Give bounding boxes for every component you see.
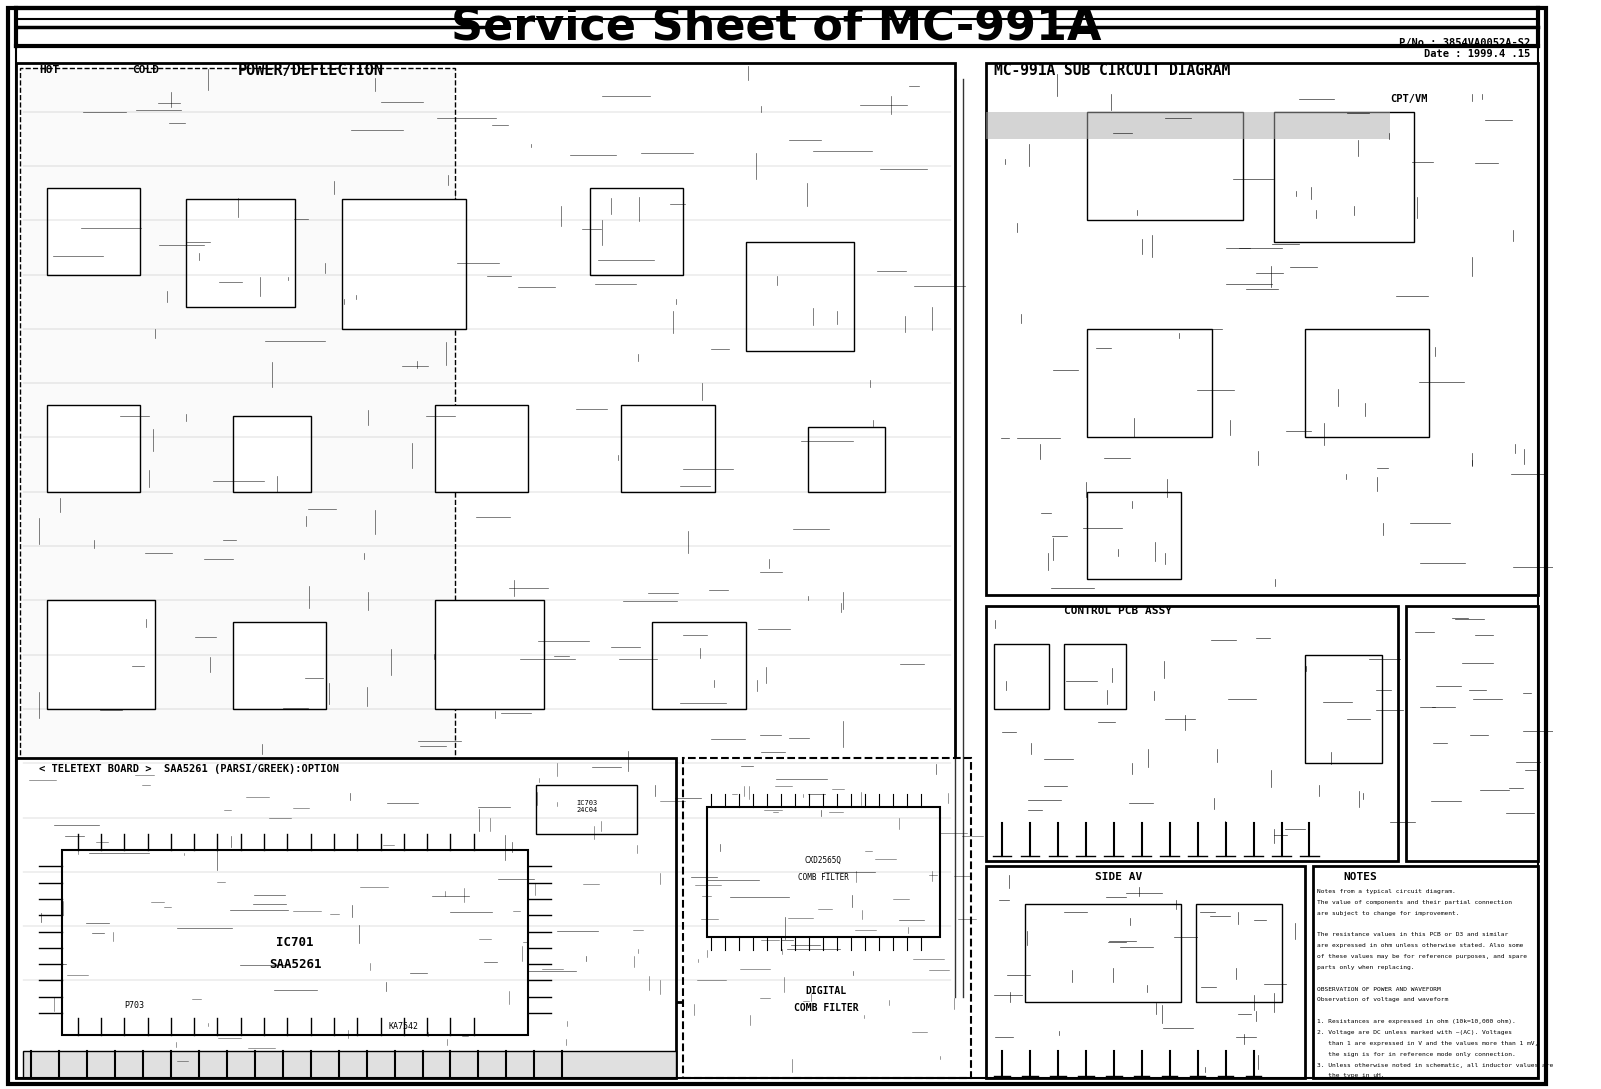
Bar	[809, 427, 885, 492]
Bar	[234, 416, 311, 492]
Bar	[591, 187, 684, 274]
Text: SIDE AV: SIDE AV	[1095, 872, 1142, 882]
Text: than 1 are expressed in V and the values more than 1 mV,: than 1 are expressed in V and the values…	[1318, 1041, 1539, 1045]
Text: SAA5261: SAA5261	[269, 957, 322, 970]
Bar	[986, 867, 1305, 1078]
Bar	[1313, 867, 1539, 1078]
Text: P/No : 3854VA0052A-S2: P/No : 3854VA0052A-S2	[1399, 38, 1531, 48]
Bar	[1087, 329, 1212, 438]
Bar	[746, 242, 855, 351]
Bar	[62, 851, 528, 1035]
Bar	[24, 1051, 676, 1078]
Bar	[1274, 112, 1414, 242]
Bar	[1196, 904, 1281, 1002]
Bar	[21, 69, 455, 996]
Bar	[16, 63, 956, 1002]
Text: IC703
24C04: IC703 24C04	[576, 800, 597, 813]
Text: of these values may be for reference purposes, and spare: of these values may be for reference pur…	[1318, 954, 1527, 959]
Text: DIGITAL: DIGITAL	[805, 987, 847, 996]
Bar	[46, 840, 139, 926]
Bar	[234, 818, 357, 926]
Bar	[1065, 644, 1126, 709]
Text: OBSERVATION OF POWER AND WAVEFORM: OBSERVATION OF POWER AND WAVEFORM	[1318, 987, 1441, 992]
Bar	[435, 600, 544, 709]
Bar	[684, 758, 970, 1078]
Bar	[621, 405, 714, 492]
Bar	[46, 405, 139, 492]
Text: COMB FILTER: COMB FILTER	[794, 1003, 858, 1013]
Bar	[1406, 605, 1539, 861]
Bar	[986, 63, 1539, 595]
Text: IC701: IC701	[277, 935, 314, 949]
Bar	[652, 622, 746, 709]
Bar	[986, 112, 1390, 138]
Text: CXD2565Q: CXD2565Q	[805, 856, 842, 866]
Bar	[46, 187, 139, 274]
Text: are expressed in ohm unless otherwise stated. Also some: are expressed in ohm unless otherwise st…	[1318, 943, 1524, 949]
Bar	[186, 198, 295, 307]
Text: The value of components and their partial connection: The value of components and their partia…	[1318, 900, 1513, 905]
Text: Notes from a typical circuit diagram.: Notes from a typical circuit diagram.	[1318, 889, 1455, 894]
Bar	[1305, 329, 1430, 438]
Text: MC-991A SUB CIRCUIT DIAGRAM: MC-991A SUB CIRCUIT DIAGRAM	[994, 63, 1231, 78]
Bar	[435, 405, 528, 492]
Text: < TELETEXT BOARD >  SAA5261 (PARSI/GREEK):OPTION: < TELETEXT BOARD > SAA5261 (PARSI/GREEK)…	[38, 763, 339, 773]
Text: Observation of voltage and waveform: Observation of voltage and waveform	[1318, 998, 1449, 1003]
Bar	[46, 600, 155, 709]
Text: 2. Voltage are DC unless marked with ~(AC). Voltages: 2. Voltage are DC unless marked with ~(A…	[1318, 1030, 1513, 1035]
Bar	[1087, 112, 1242, 220]
Bar	[994, 644, 1049, 709]
Text: Service Sheet of MC-991A: Service Sheet of MC-991A	[451, 5, 1101, 48]
Text: the sign is for in reference mode only connection.: the sign is for in reference mode only c…	[1318, 1052, 1516, 1056]
Text: 1. Resistances are expressed in ohm (10k=10,000 ohm).: 1. Resistances are expressed in ohm (10k…	[1318, 1019, 1516, 1024]
Text: the type in uH.: the type in uH.	[1318, 1074, 1385, 1078]
Text: COMB FILTER: COMB FILTER	[797, 872, 849, 882]
Bar	[234, 622, 327, 709]
Bar	[986, 605, 1398, 861]
Text: 3. Unless otherwise noted in schematic, all inductor values are: 3. Unless otherwise noted in schematic, …	[1318, 1063, 1553, 1067]
Bar	[706, 807, 940, 937]
Bar	[700, 829, 809, 926]
Text: The resistance values in this PCB or D3 and similar: The resistance values in this PCB or D3 …	[1318, 932, 1508, 938]
Bar	[1305, 654, 1383, 763]
Text: POWER/DEFLECTION: POWER/DEFLECTION	[237, 63, 384, 78]
Text: COLD: COLD	[131, 65, 158, 75]
Text: parts only when replacing.: parts only when replacing.	[1318, 965, 1415, 970]
Text: HOT: HOT	[38, 65, 59, 75]
Bar	[466, 840, 559, 926]
Text: are subject to change for improvement.: are subject to change for improvement.	[1318, 910, 1460, 916]
Bar	[341, 198, 466, 329]
Bar	[536, 785, 637, 834]
Text: CONTROL PCB ASSY: CONTROL PCB ASSY	[1065, 607, 1172, 616]
Bar	[1087, 492, 1180, 578]
Text: NOTES: NOTES	[1343, 872, 1377, 882]
Text: KA7542: KA7542	[389, 1021, 418, 1030]
Text: CPT/VM: CPT/VM	[1390, 94, 1428, 103]
Text: P703: P703	[125, 1001, 144, 1010]
Text: Date : 1999.4 .15: Date : 1999.4 .15	[1423, 49, 1531, 59]
Bar	[16, 758, 676, 1078]
Bar	[1025, 904, 1180, 1002]
